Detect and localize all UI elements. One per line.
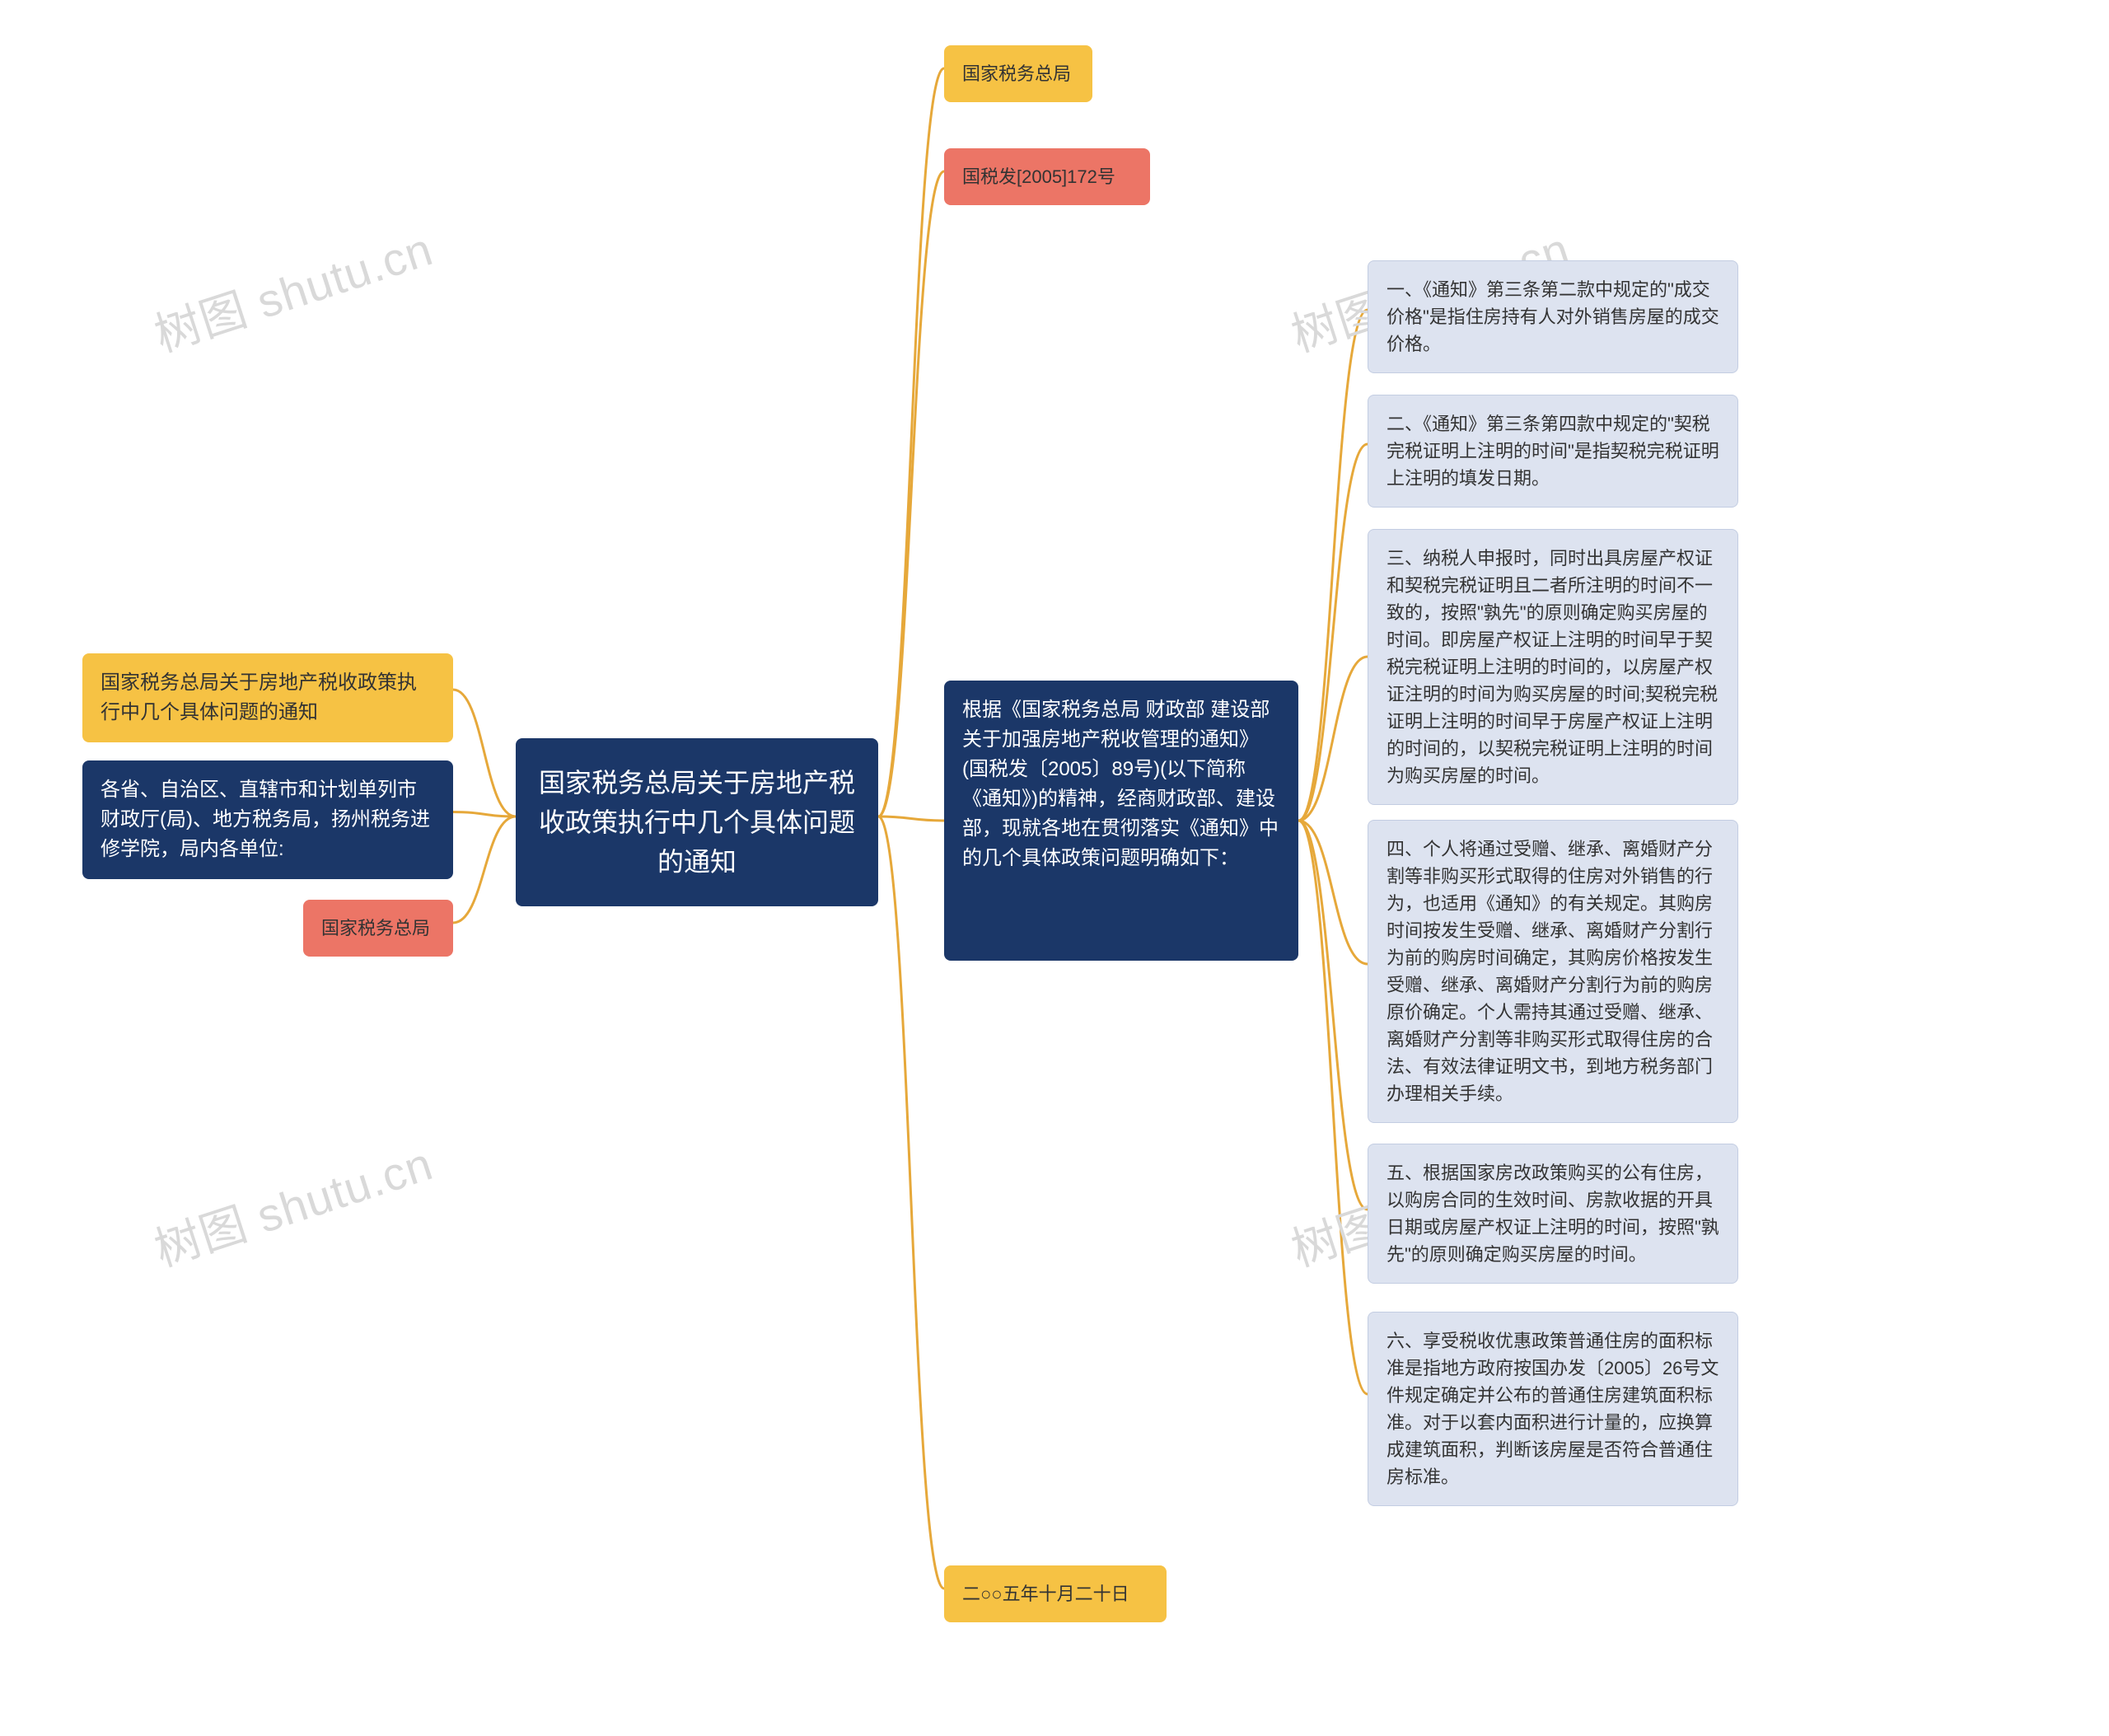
left-node-recipients[interactable]: 各省、自治区、直辖市和计划单列市财政厅(局)、地方税务局，扬州税务进修学院，局内… <box>82 760 453 879</box>
left-node-issuer[interactable]: 国家税务总局 <box>303 900 453 957</box>
node-label: 二、《通知》第三条第四款中规定的"契税完税证明上注明的时间"是指契税完税证明上注… <box>1387 414 1719 489</box>
node-label: 三、纳税人申报时，同时出具房屋产权证和契税完税证明且二者所注明的时间不一致的，按… <box>1387 548 1718 786</box>
center-topic-label: 国家税务总局关于房地产税收政策执行中几个具体问题的通知 <box>539 768 855 877</box>
detail-node-2[interactable]: 二、《通知》第三条第四款中规定的"契税完税证明上注明的时间"是指契税完税证明上注… <box>1368 395 1738 508</box>
left-node-title[interactable]: 国家税务总局关于房地产税收政策执行中几个具体问题的通知 <box>82 653 453 742</box>
node-label: 一、《通知》第三条第二款中规定的"成交价格"是指住房持有人对外销售房屋的成交价格… <box>1387 279 1719 354</box>
detail-node-1[interactable]: 一、《通知》第三条第二款中规定的"成交价格"是指住房持有人对外销售房屋的成交价格… <box>1368 260 1738 373</box>
center-topic[interactable]: 国家税务总局关于房地产税收政策执行中几个具体问题的通知 <box>516 738 878 906</box>
detail-node-4[interactable]: 四、个人将通过受赠、继承、离婚财产分割等非购买形式取得的住房对外销售的行为，也适… <box>1368 820 1738 1123</box>
right-node-date[interactable]: 二○○五年十月二十日 <box>944 1565 1167 1622</box>
node-label: 国家税务总局关于房地产税收政策执行中几个具体问题的通知 <box>101 671 417 723</box>
node-label: 国税发[2005]172号 <box>962 166 1115 187</box>
watermark: 树图 shutu.cn <box>145 213 440 365</box>
right-node-basis[interactable]: 根据《国家税务总局 财政部 建设部关于加强房地产税收管理的通知》(国税发〔200… <box>944 681 1298 961</box>
node-label: 根据《国家税务总局 财政部 建设部关于加强房地产税收管理的通知》(国税发〔200… <box>962 699 1279 869</box>
detail-node-3[interactable]: 三、纳税人申报时，同时出具房屋产权证和契税完税证明且二者所注明的时间不一致的，按… <box>1368 529 1738 805</box>
node-label: 四、个人将通过受赠、继承、离婚财产分割等非购买形式取得的住房对外销售的行为，也适… <box>1387 839 1713 1104</box>
watermark: 树图 shutu.cn <box>145 1127 440 1280</box>
node-label: 六、享受税收优惠政策普通住房的面积标准是指地方政府按国办发〔2005〕26号文件… <box>1387 1331 1719 1487</box>
node-label: 二○○五年十月二十日 <box>962 1584 1129 1604</box>
node-label: 国家税务总局 <box>962 63 1071 84</box>
detail-node-6[interactable]: 六、享受税收优惠政策普通住房的面积标准是指地方政府按国办发〔2005〕26号文件… <box>1368 1312 1738 1506</box>
right-node-authority[interactable]: 国家税务总局 <box>944 45 1092 102</box>
node-label: 各省、自治区、直辖市和计划单列市财政厅(局)、地方税务局，扬州税务进修学院，局内… <box>101 779 430 860</box>
node-label: 五、根据国家房改政策购买的公有住房，以购房合同的生效时间、房款收据的开具日期或房… <box>1387 1163 1719 1265</box>
detail-node-5[interactable]: 五、根据国家房改政策购买的公有住房，以购房合同的生效时间、房款收据的开具日期或房… <box>1368 1144 1738 1284</box>
node-label: 国家税务总局 <box>321 918 430 938</box>
mindmap-canvas: 树图 shutu.cn 树图 shutu.cn 树图 shutu.cn 树图 s… <box>0 0 2109 1736</box>
right-node-docnumber[interactable]: 国税发[2005]172号 <box>944 148 1150 205</box>
